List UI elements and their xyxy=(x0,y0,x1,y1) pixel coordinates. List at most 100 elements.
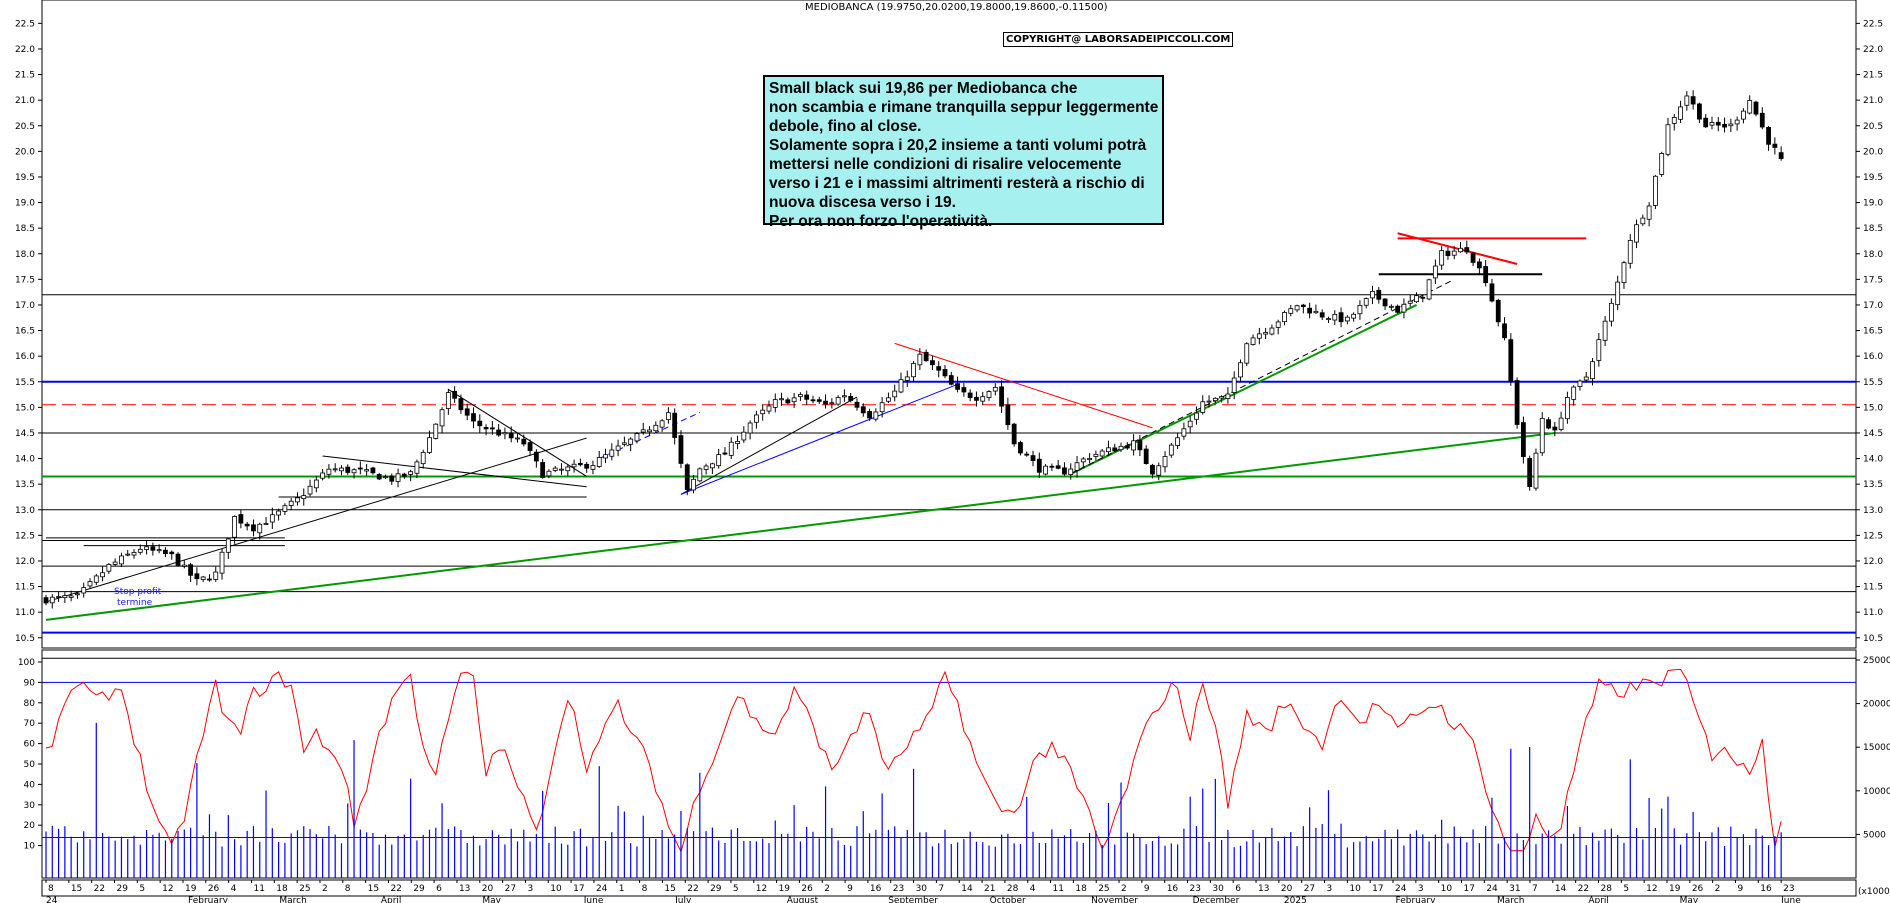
x-tick-label: 19 xyxy=(1669,884,1681,894)
candle-body xyxy=(1684,95,1690,106)
candle-body xyxy=(1747,100,1753,114)
month-label: May xyxy=(1680,896,1699,903)
candle-body xyxy=(458,398,464,411)
month-label: August xyxy=(787,896,819,903)
x-tick-label: 10 xyxy=(550,884,562,894)
y-tick-label-left: 21.5 xyxy=(15,71,35,81)
candle-body xyxy=(68,595,74,598)
candle-body xyxy=(1388,305,1394,308)
candle-body xyxy=(1062,467,1067,475)
candle-body xyxy=(823,400,828,405)
candle-body xyxy=(87,581,93,587)
candle-body xyxy=(917,353,923,366)
stop-profit-note-2: termine xyxy=(117,598,153,608)
candle-body xyxy=(1231,377,1237,393)
osc-tick-label: 80 xyxy=(24,699,36,709)
candle-body xyxy=(1043,465,1048,475)
x-tick-label: 27 xyxy=(1304,884,1315,894)
x-tick-label: 22 xyxy=(94,884,105,894)
y-tick-label-left: 18.0 xyxy=(15,250,35,260)
candle-body xyxy=(1225,393,1231,399)
candle-body xyxy=(779,398,784,401)
candle-body xyxy=(295,497,300,503)
y-tick-label-right: 18.0 xyxy=(1863,250,1883,260)
x-tick-label: 5 xyxy=(733,884,739,894)
candle-body xyxy=(156,549,162,552)
y-tick-label-left: 11.5 xyxy=(15,583,35,593)
candle-body xyxy=(829,402,835,405)
x-tick-label: 6 xyxy=(1235,884,1241,894)
y-tick-label-right: 15.0 xyxy=(1863,403,1883,413)
x-tick-label: 28 xyxy=(1600,884,1612,894)
candle-body xyxy=(1011,423,1017,445)
x-tick-label: 10 xyxy=(1349,884,1361,894)
candle-body xyxy=(288,500,294,506)
candle-body xyxy=(1634,224,1639,243)
y-tick-label-left: 19.0 xyxy=(15,199,35,209)
candle-body xyxy=(175,553,181,566)
candle-body xyxy=(967,392,973,398)
candle-body xyxy=(1753,101,1759,115)
y-tick-label-right: 10.5 xyxy=(1863,634,1883,644)
candle-body xyxy=(1338,312,1344,323)
candle-body xyxy=(1722,123,1727,128)
candle-body xyxy=(496,429,502,436)
month-label: June xyxy=(583,896,604,903)
x-tick-label: 25 xyxy=(1098,884,1109,894)
candle-body xyxy=(1514,380,1520,425)
candle-body xyxy=(1520,422,1526,457)
candle-body xyxy=(307,485,313,495)
candle-body xyxy=(684,464,690,491)
candle-body xyxy=(703,465,709,470)
annotation-line: verso i 21 e i massimi altrimenti rester… xyxy=(769,175,1145,192)
candle-body xyxy=(1741,110,1746,120)
candle-body xyxy=(282,505,288,512)
candle-body xyxy=(370,467,376,474)
candle-body xyxy=(1124,445,1130,449)
candle-body xyxy=(1558,417,1564,430)
copyright-label: COPYRIGHT@ LABORSADEIPICCOLI.COM xyxy=(1003,32,1234,47)
candle-body xyxy=(1766,127,1771,145)
candle-body xyxy=(842,395,847,398)
oscillator-panel xyxy=(42,668,1856,854)
candle-body xyxy=(414,461,420,474)
y-tick-label-left: 10.5 xyxy=(15,634,35,644)
candle-body xyxy=(1470,252,1476,263)
x-tick-label: 8 xyxy=(345,884,351,894)
candle-body xyxy=(1445,250,1451,256)
candle-body xyxy=(923,351,929,362)
candle-body xyxy=(508,432,514,439)
candle-body xyxy=(49,596,55,604)
candle-body xyxy=(835,397,841,405)
stop-profit-note: Stop profit xyxy=(114,587,162,597)
candle-body xyxy=(1734,119,1740,125)
x-tick-label: 5 xyxy=(1623,884,1629,894)
y-tick-label-right: 21.0 xyxy=(1863,96,1883,106)
candle-body xyxy=(357,467,363,470)
y-tick-label-left: 11.0 xyxy=(15,608,35,618)
date-axis-frame xyxy=(41,879,1857,897)
y-tick-label-right: 11.0 xyxy=(1863,608,1883,618)
x-tick-label: 24 xyxy=(596,884,608,894)
x-tick-label: 15 xyxy=(71,884,82,894)
y-tick-label-left: 22.0 xyxy=(15,45,35,55)
candle-body xyxy=(383,476,388,479)
x-tick-label: 2 xyxy=(322,884,328,894)
candle-body xyxy=(1426,279,1432,300)
x-tick-label: 7 xyxy=(938,884,944,894)
y-tick-label-left: 12.5 xyxy=(15,531,35,541)
candle-body xyxy=(351,469,357,474)
candle-body xyxy=(420,451,426,465)
candle-body xyxy=(1546,419,1551,429)
axes: 10.5 10.5 11.0 11.0 11.5 11.5 12.0 12.0 12.5 12.5… xyxy=(15,19,1890,903)
trend-line xyxy=(45,437,587,603)
y-tick-label-right: 20.0 xyxy=(1863,147,1883,157)
candle-body xyxy=(219,551,225,574)
candle-body xyxy=(119,555,124,565)
trend-lines xyxy=(45,232,1587,621)
candle-body xyxy=(1212,397,1218,402)
candle-body xyxy=(621,442,627,445)
candle-body xyxy=(747,422,753,434)
month-label: 2025 xyxy=(1284,896,1307,903)
month-label: September xyxy=(888,896,938,903)
